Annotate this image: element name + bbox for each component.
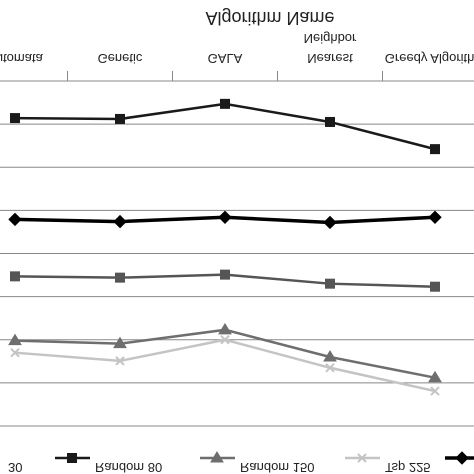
marker bbox=[115, 113, 125, 124]
legend-label: Random 150 bbox=[240, 460, 314, 474]
legend-item bbox=[445, 451, 474, 465]
marker bbox=[113, 214, 127, 229]
legend-label: Random 80 bbox=[95, 460, 162, 474]
marker bbox=[455, 451, 469, 465]
marker bbox=[428, 370, 442, 383]
marker bbox=[67, 453, 77, 463]
series-line bbox=[14, 102, 436, 151]
marker bbox=[113, 336, 127, 349]
marker bbox=[8, 212, 22, 227]
x-axis-title: Algorithm Name bbox=[205, 8, 334, 28]
marker bbox=[430, 144, 440, 155]
marker bbox=[115, 272, 125, 283]
marker bbox=[357, 453, 367, 463]
legend-item: Random 80 bbox=[55, 453, 162, 474]
series-line bbox=[14, 328, 436, 379]
marker bbox=[323, 215, 337, 230]
marker bbox=[430, 281, 440, 292]
marker bbox=[220, 335, 230, 345]
x-tick-label: Genetic bbox=[98, 51, 143, 66]
marker bbox=[323, 350, 337, 362]
marker bbox=[218, 322, 232, 335]
marker bbox=[10, 271, 20, 282]
marker bbox=[220, 98, 230, 109]
marker bbox=[325, 116, 335, 127]
x-tick-label: Neighbor bbox=[304, 31, 357, 46]
legend-item: Random 150 bbox=[200, 451, 314, 474]
legend-item: 30 bbox=[8, 460, 22, 474]
marker bbox=[430, 386, 440, 396]
plot: Algorithm Name Automata Genetic GALA Neares… bbox=[0, 8, 474, 474]
marker bbox=[115, 356, 125, 366]
legend-label: Tsp 225 bbox=[385, 460, 431, 474]
marker bbox=[325, 278, 335, 289]
marker bbox=[220, 269, 230, 280]
x-tick-label: Automata bbox=[0, 51, 44, 66]
marker bbox=[218, 210, 232, 224]
marker bbox=[10, 347, 20, 358]
x-tick-label: Nearest bbox=[307, 51, 353, 66]
x-tick-label: Greedy Algorithm bbox=[385, 51, 474, 66]
x-tick-label: GALA bbox=[208, 51, 243, 66]
marker bbox=[325, 363, 335, 373]
legend-item: Tsp 225 bbox=[345, 453, 431, 474]
marker bbox=[10, 113, 20, 124]
marker bbox=[428, 210, 442, 224]
legend-label: 30 bbox=[8, 460, 22, 474]
marker bbox=[8, 333, 22, 346]
marker bbox=[210, 451, 224, 463]
